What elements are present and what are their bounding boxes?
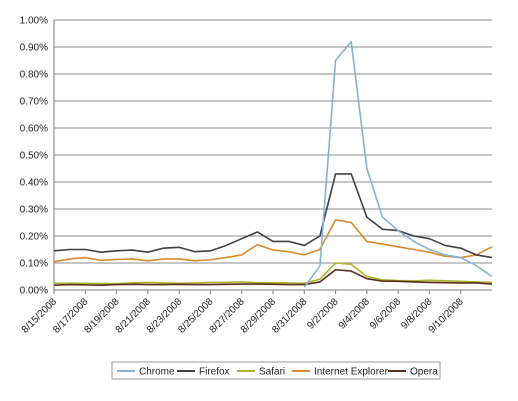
y-tick-label: 1.00% [20, 16, 48, 27]
x-tick-label: 9/10/2008 [427, 296, 467, 336]
y-tick-label: 0.00% [20, 286, 48, 297]
gridlines [54, 19, 492, 264]
y-tick-label: 0.30% [20, 205, 48, 216]
series-line-opera [53, 268, 493, 286]
series-line-firefox [53, 173, 493, 259]
y-tick-label: 0.60% [20, 124, 48, 135]
y-tick-label: 0.20% [20, 232, 48, 243]
legend-label-chrome: Chrome [139, 367, 175, 378]
legend-label-internet-explorer: Internet Explorer [314, 367, 389, 378]
legend-box [111, 361, 441, 380]
series-line-internet-explorer [53, 219, 493, 263]
x-tick-label: 9/2/2008 [305, 296, 341, 332]
y-tick-labels: 0.00% 0.10% 0.20% 0.30% 0.40% 0.50% 0.60% 0.70%… [20, 16, 48, 297]
legend: Chrome Firefox Safari Internet Explorer Oper… [111, 361, 441, 380]
y-tick-label: 0.40% [20, 178, 48, 189]
x-tick-label: 8/31/2008 [270, 296, 310, 336]
series-line-safari [54, 262, 493, 285]
axes [53, 20, 492, 294]
y-tick-label: 0.70% [20, 97, 48, 108]
legend-label-safari: Safari [259, 367, 285, 378]
y-tick-label: 0.10% [20, 259, 48, 270]
x-tick-label: 9/4/2008 [337, 296, 373, 332]
series-line-chrome [303, 40, 493, 288]
y-tick-label: 0.50% [20, 151, 48, 162]
legend-label-firefox: Firefox [199, 367, 230, 378]
y-tick-label: 0.90% [20, 43, 48, 54]
legend-label-opera: Opera [410, 367, 438, 378]
y-tick-label: 0.80% [20, 70, 48, 81]
x-tick-labels: 8/15/20088/17/20088/19/20088/21/20088/23… [20, 296, 466, 336]
x-tick-label: 9/6/2008 [368, 296, 404, 332]
series-lines [53, 40, 493, 288]
